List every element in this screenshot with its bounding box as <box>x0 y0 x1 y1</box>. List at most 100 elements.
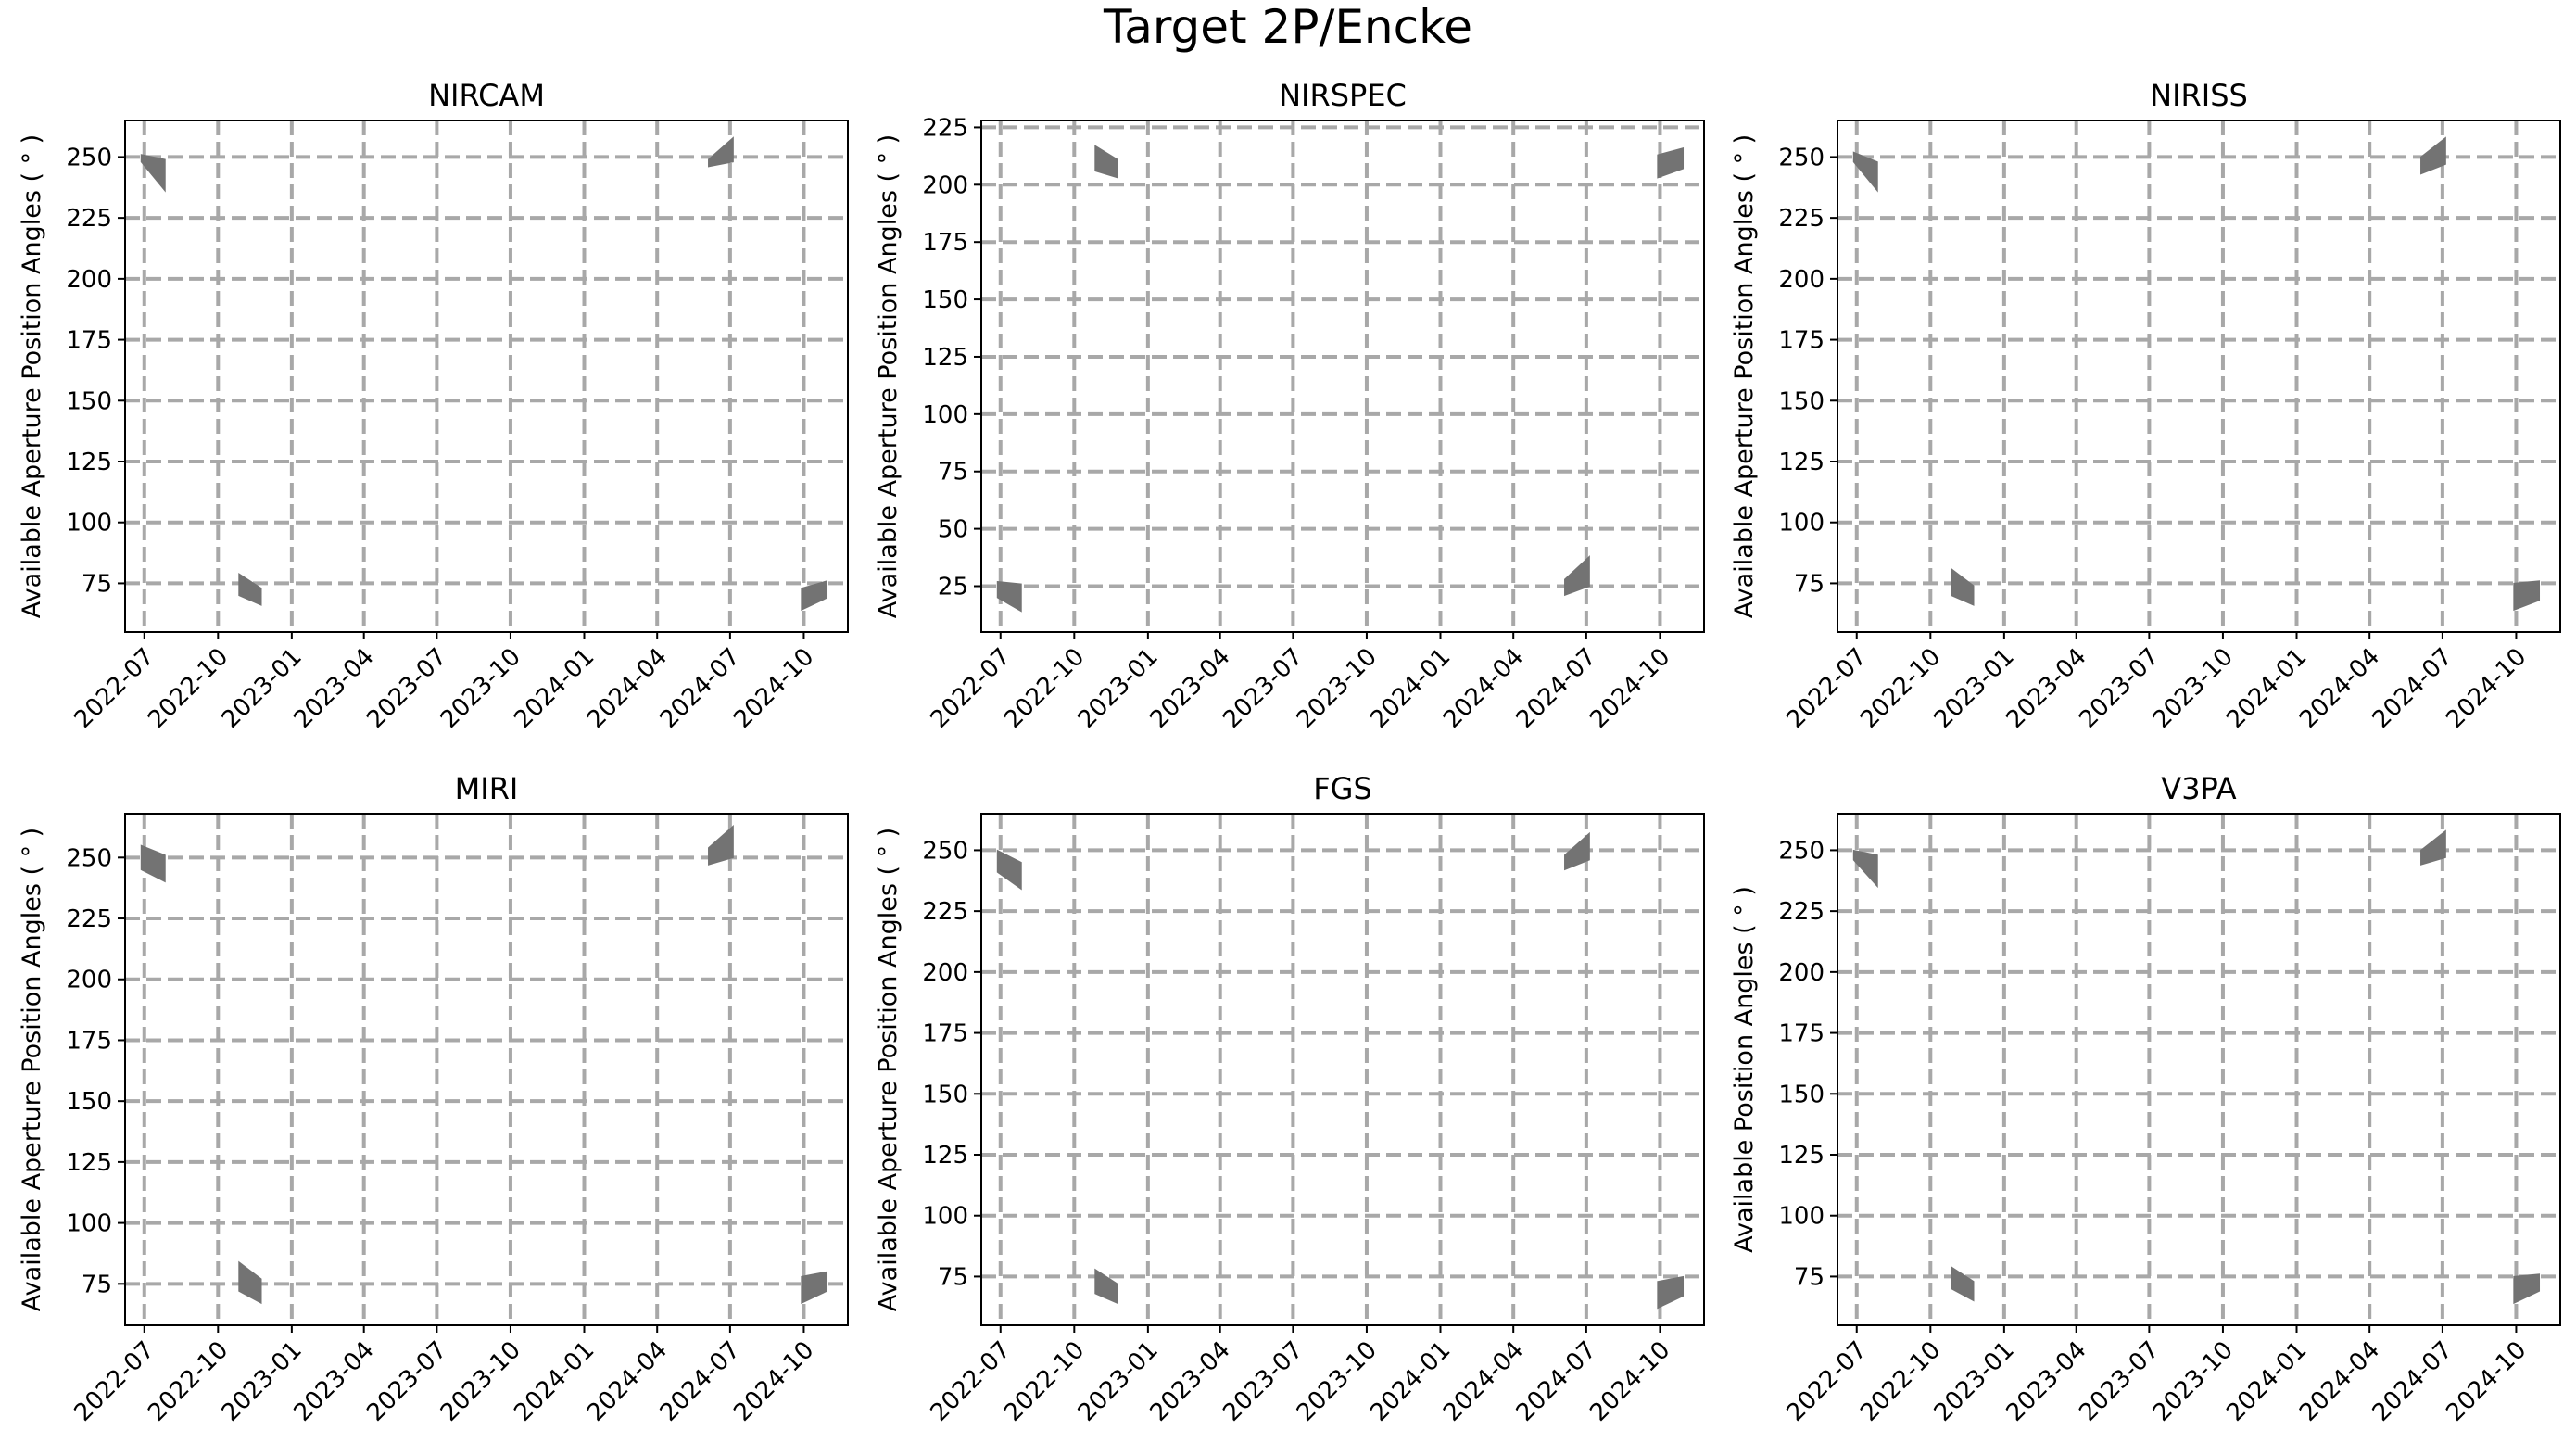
visibility-window <box>996 849 1022 891</box>
visibility-window <box>1564 555 1590 597</box>
x-tick-label: 2023-10 <box>2148 643 2239 734</box>
x-tick-label: 2023-04 <box>2001 1336 2092 1427</box>
y-tick-label: 100 <box>922 401 968 429</box>
y-tick-label: 200 <box>66 967 112 994</box>
axes-frame <box>1837 120 2561 633</box>
y-tick-label: 250 <box>922 837 968 865</box>
y-tick-label: 250 <box>66 844 112 872</box>
visibility-window <box>708 825 734 866</box>
y-tick-label: 150 <box>922 286 968 314</box>
y-tick-label: 150 <box>922 1081 968 1108</box>
y-tick-label: 175 <box>1778 327 1825 355</box>
visibility-window <box>996 580 1022 613</box>
x-tick-label: 2023-10 <box>436 643 526 734</box>
x-tick-label: 2024-10 <box>1585 1336 1675 1427</box>
x-tick-label: 2024-07 <box>1511 643 1602 734</box>
x-tick-label: 2024-04 <box>582 643 673 734</box>
axes-frame <box>1837 813 2561 1326</box>
y-tick-label: 50 <box>938 516 968 544</box>
panel-title: V3PA <box>2161 771 2237 806</box>
y-axis-label: Available Position Angles ( ° ) <box>1730 886 1759 1253</box>
visibility-window <box>2420 136 2446 175</box>
visibility-window <box>1094 145 1118 179</box>
x-tick-label: 2023-10 <box>2148 1336 2239 1427</box>
x-tick-label: 2024-07 <box>655 643 746 734</box>
y-tick-label: 125 <box>1778 1142 1825 1170</box>
visibility-window <box>140 154 166 193</box>
y-tick-label: 75 <box>82 1271 112 1298</box>
y-tick-label: 200 <box>922 959 968 987</box>
y-axis-label: Available Aperture Position Angles ( ° ) <box>18 828 46 1311</box>
x-tick-label: 2022-07 <box>69 1336 160 1427</box>
axes-frame <box>980 120 1705 633</box>
y-tick-label: 125 <box>922 344 968 372</box>
y-tick-label: 75 <box>1794 570 1825 598</box>
x-tick-label: 2024-01 <box>2221 643 2312 734</box>
y-tick-label: 175 <box>66 1027 112 1055</box>
y-tick-label: 75 <box>82 570 112 598</box>
x-tick-label: 2022-07 <box>1782 643 1873 734</box>
x-tick-label: 2024-04 <box>1438 643 1529 734</box>
visibility-window <box>1657 1275 1685 1310</box>
x-tick-label: 2023-04 <box>289 1336 380 1427</box>
panel-title: NIRCAM <box>428 78 545 113</box>
x-tick-label: 2024-07 <box>2368 1336 2458 1427</box>
x-tick-label: 2024-07 <box>2368 643 2458 734</box>
y-tick-label: 75 <box>938 1263 968 1291</box>
x-tick-label: 2023-07 <box>1218 643 1308 734</box>
figure-title: Target 2P/Encke <box>1103 0 1472 54</box>
x-tick-label: 2024-07 <box>1511 1336 1602 1427</box>
x-tick-label: 2024-10 <box>2441 1336 2532 1427</box>
x-tick-label: 2023-04 <box>2001 643 2092 734</box>
y-axis-label: Available Aperture Position Angles ( ° ) <box>874 134 903 618</box>
x-tick-label: 2022-07 <box>69 643 160 734</box>
y-tick-label: 225 <box>1778 898 1825 926</box>
y-tick-label: 125 <box>66 449 112 476</box>
y-tick-label: 125 <box>922 1142 968 1170</box>
x-tick-label: 2023-04 <box>289 643 380 734</box>
y-tick-label: 225 <box>66 905 112 933</box>
x-tick-label: 2023-10 <box>436 1336 526 1427</box>
x-tick-label: 2024-01 <box>2221 1336 2312 1427</box>
y-tick-label: 150 <box>1778 387 1825 415</box>
visibility-window <box>2513 580 2541 612</box>
x-tick-label: 2022-07 <box>926 643 1017 734</box>
x-tick-label: 2024-04 <box>1438 1336 1529 1427</box>
y-tick-label: 175 <box>922 229 968 257</box>
x-tick-label: 2022-07 <box>1782 1336 1873 1427</box>
x-tick-label: 2024-04 <box>2294 1336 2385 1427</box>
y-tick-label: 150 <box>1778 1081 1825 1108</box>
x-tick-label: 2023-07 <box>361 643 452 734</box>
visibility-window <box>2513 1273 2541 1305</box>
visibility-window <box>140 844 166 883</box>
y-tick-label: 200 <box>922 171 968 199</box>
y-tick-label: 225 <box>1778 205 1825 233</box>
x-tick-label: 2022-07 <box>926 1336 1017 1427</box>
x-tick-label: 2023-07 <box>2074 643 2165 734</box>
panel-title: MIRI <box>455 771 519 806</box>
visibility-window <box>708 136 734 168</box>
x-tick-label: 2022-10 <box>1855 1336 1946 1427</box>
x-tick-label: 2023-07 <box>2074 1336 2165 1427</box>
panel-title: NIRSPEC <box>1279 78 1407 113</box>
x-tick-label: 2024-01 <box>509 643 600 734</box>
visibility-window <box>1564 831 1590 871</box>
visibility-window <box>238 1260 262 1305</box>
y-tick-label: 125 <box>66 1149 112 1177</box>
axes-frame <box>980 813 1705 1326</box>
visibility-window <box>238 572 262 606</box>
x-tick-label: 2024-04 <box>2294 643 2385 734</box>
x-tick-label: 2022-10 <box>143 643 234 734</box>
y-tick-label: 100 <box>922 1203 968 1231</box>
y-axis-label: Available Aperture Position Angles ( ° ) <box>18 134 46 618</box>
visibility-window <box>1951 567 1975 606</box>
visibility-window <box>801 580 828 612</box>
y-tick-label: 100 <box>1778 510 1825 538</box>
x-tick-label: 2024-04 <box>582 1336 673 1427</box>
